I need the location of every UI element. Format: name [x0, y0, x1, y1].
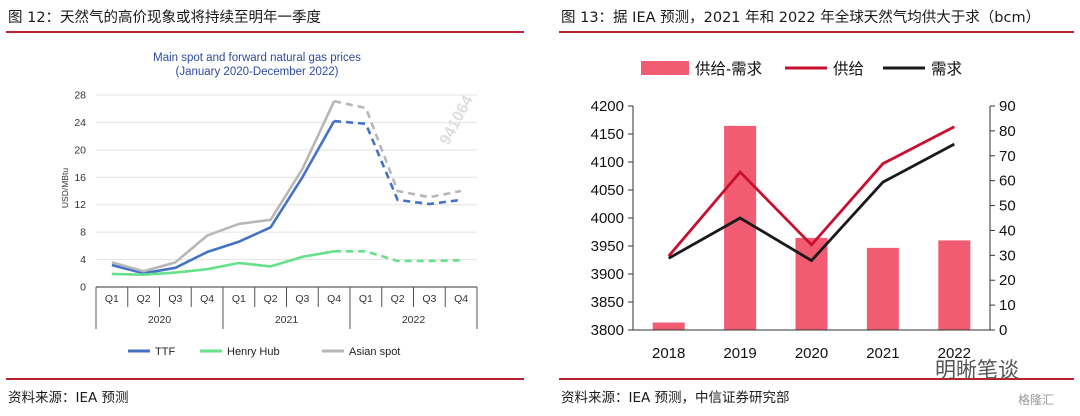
- year-label: 2020: [148, 314, 172, 326]
- series-forecast-ttf: [334, 119, 462, 206]
- x-tick-label: Q1: [105, 293, 119, 305]
- y-tick-label: 28: [74, 90, 86, 102]
- legend-label: 需求: [931, 60, 962, 78]
- y-tick-label-left: 4150: [591, 126, 624, 143]
- year-label: 2021: [275, 314, 299, 326]
- left-source-note: 资料来源：IEA 预测: [8, 390, 129, 406]
- left-figure-panel: 图 12：天然气的高价现象或将持续至明年一季度 Main spot and fo…: [0, 0, 530, 416]
- y-tick-label-left: 4050: [591, 182, 624, 199]
- y-tick-label-left: 4000: [591, 210, 624, 227]
- y-tick-label: 8: [80, 227, 86, 239]
- y-tick-label-right: 70: [999, 148, 1016, 165]
- y-tick-label-right: 0: [999, 322, 1007, 339]
- legend-swatch-bar: [641, 61, 689, 75]
- watermark-stamp: 941064: [437, 93, 477, 148]
- y-tick-label-left: 3900: [591, 266, 624, 283]
- x-tick-label: Q3: [295, 293, 309, 305]
- legend-label: TTF: [155, 346, 175, 358]
- y-tick-label-left: 4100: [591, 154, 624, 171]
- y-tick-label: 20: [74, 144, 86, 156]
- series-forecast-henry-hub: [334, 250, 462, 263]
- right-figure-title: 图 13：据 IEA 预测，2021 年和 2022 年全球天然气均供大于求（b…: [561, 10, 1041, 26]
- x-tick-label: Q4: [454, 293, 468, 305]
- y-tick-label-right: 80: [999, 123, 1016, 140]
- y-tick-label: 0: [80, 282, 86, 294]
- left-grid: [96, 94, 477, 288]
- right-figure-panel: 图 13：据 IEA 预测，2021 年和 2022 年全球天然气均供大于求（b…: [553, 0, 1080, 416]
- y-tick-label-right: 10: [999, 297, 1016, 314]
- y-axis-label: USD/MBtu: [60, 168, 70, 208]
- x-tick-label: Q1: [359, 293, 373, 305]
- right-legend: 供给-需求 供给 需求: [641, 60, 962, 78]
- y-tick-label: 16: [74, 172, 86, 184]
- x-tick-label: Q2: [137, 293, 151, 305]
- line-demand: [668, 142, 955, 263]
- bar-supply-demand-gap: [866, 247, 899, 330]
- series-forecast-asian-spot: [333, 99, 462, 199]
- y-tick-label-left: 3800: [591, 322, 624, 339]
- x-tick-label: Q3: [422, 293, 436, 305]
- y-tick-label-right: 60: [999, 173, 1016, 190]
- legend-label: Asian spot: [349, 346, 400, 358]
- watermark-name: 明晰笔谈: [935, 358, 1019, 382]
- x-tick-label: Q2: [391, 293, 405, 305]
- series-line-henry-hub: [111, 250, 335, 276]
- chart-subtitle: (January 2020-December 2022): [175, 66, 338, 78]
- y-tick-label-left: 4200: [591, 98, 624, 115]
- x-tick-label: 2021: [866, 345, 899, 362]
- x-tick-label: Q2: [264, 293, 278, 305]
- supply-demand-chart: 供给-需求 供给 需求 380038503900395040004050410041…: [591, 60, 1016, 362]
- line-supply: [667, 125, 955, 257]
- left-legend: TTF Henry Hub Asian spot: [128, 346, 400, 358]
- y-tick-label-right: 30: [999, 247, 1016, 264]
- right-title-rule: [559, 31, 1074, 33]
- left-figure-title: 图 12：天然气的高价现象或将持续至明年一季度: [8, 10, 322, 26]
- bar-supply-demand-gap: [795, 237, 828, 330]
- y-tick-label: 4: [80, 254, 86, 266]
- y-tick-label-right: 20: [999, 272, 1016, 289]
- x-tick-label: 2020: [795, 345, 828, 362]
- x-tick-label: Q1: [232, 293, 246, 305]
- bar-supply-demand-gap: [724, 125, 757, 331]
- left-series-lines: [111, 99, 462, 276]
- left-x-axis: Q1 Q2 Q3 Q4 Q1 Q2 Q3 Q4 Q1 Q2 Q3 Q4 2020 2021 2022: [95, 286, 478, 329]
- left-y-ticks: 0 4 8 12 16 20 24 28: [74, 90, 86, 294]
- y-tick-label: 12: [74, 199, 86, 211]
- x-tick-label: Q4: [200, 293, 214, 305]
- right-bars: [652, 125, 971, 331]
- bar-supply-demand-gap: [938, 240, 971, 330]
- legend-label: Henry Hub: [227, 346, 280, 358]
- y-tick-label-right: 90: [999, 98, 1016, 115]
- right-lines: [667, 125, 955, 263]
- y-tick-label: 24: [74, 117, 86, 129]
- legend-label: 供给-需求: [695, 60, 762, 78]
- left-source-rule: [6, 378, 524, 380]
- watermark-logo: 格隆汇: [1018, 393, 1055, 407]
- gas-price-chart: Main spot and forward natural gas prices…: [60, 52, 478, 358]
- x-tick-label: Q4: [327, 293, 341, 305]
- legend-label: 供给: [833, 60, 864, 78]
- right-source-note: 资料来源：IEA 预测，中信证券研究部: [561, 390, 790, 406]
- right-x-axis: 2018 2019 2020 2021 2022: [633, 329, 990, 362]
- y-tick-label-left: 3950: [591, 238, 624, 255]
- x-tick-label: 2022: [938, 345, 971, 362]
- bar-supply-demand-gap: [652, 322, 685, 330]
- series-line-ttf: [111, 120, 336, 275]
- series-line-asian-spot: [111, 100, 336, 273]
- chart-title: Main spot and forward natural gas prices: [153, 52, 361, 64]
- x-tick-label: 2018: [652, 345, 685, 362]
- right-axes: 3800385039003950400040504100415042000102…: [591, 98, 1016, 339]
- right-source-rule: [559, 378, 1074, 380]
- left-title-rule: [6, 31, 524, 33]
- x-tick-label: Q3: [168, 293, 182, 305]
- y-tick-label-right: 40: [999, 222, 1016, 239]
- x-tick-label: 2019: [723, 345, 756, 362]
- year-label: 2022: [402, 314, 426, 326]
- y-tick-label-left: 3850: [591, 294, 624, 311]
- y-tick-label-right: 50: [999, 198, 1016, 215]
